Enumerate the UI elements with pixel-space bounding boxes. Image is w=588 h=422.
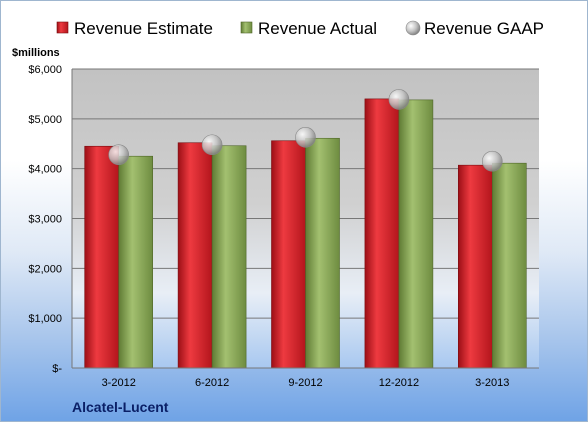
bar-revenue-estimate	[177, 142, 213, 369]
marker-revenue-gaap	[295, 126, 316, 148]
marker-revenue-gaap	[481, 150, 503, 172]
y-axis: $- $1,000 $2,000 $3,000 $4,000 $5,000 $6,000	[28, 64, 73, 375]
bar-revenue-actual	[305, 137, 340, 369]
legend: Revenue Estimate Revenue Actual Revenue GA…	[56, 19, 544, 38]
y-tick-label: $6,000	[28, 64, 62, 76]
legend-label: Revenue Estimate	[74, 19, 213, 38]
x-axis: 3-2012 6-2012 9-2012 12-2012 3-2013	[72, 367, 539, 389]
x-tick-label: 9-2012	[288, 377, 322, 389]
marker-revenue-gaap	[108, 144, 129, 166]
bar-revenue-actual	[118, 155, 153, 369]
bar-revenue-estimate	[271, 140, 306, 369]
bar-revenue-actual	[398, 99, 434, 369]
x-tick-label: 3-2012	[102, 377, 136, 389]
y-tick-label: $-	[52, 363, 62, 375]
legend-swatch	[56, 21, 69, 34]
marker-revenue-gaap	[388, 89, 410, 110]
company-label: Alcatel-Lucent	[72, 399, 169, 415]
x-tick-label: 12-2012	[379, 377, 419, 389]
y-tick-label: $5,000	[28, 114, 62, 126]
bar-revenue-estimate	[457, 164, 493, 369]
x-tick-label: 3-2013	[475, 377, 509, 389]
bar-revenue-actual	[491, 162, 527, 369]
legend-swatch	[405, 20, 421, 36]
legend-swatch	[240, 21, 253, 34]
legend-item: Revenue Estimate	[56, 19, 213, 38]
legend-label: Revenue GAAP	[424, 19, 544, 38]
y-tick-label: $3,000	[28, 214, 62, 226]
units-label: $millions	[12, 47, 60, 59]
bars	[84, 98, 527, 369]
bar-revenue-actual	[211, 145, 247, 369]
bar-revenue-estimate	[84, 145, 119, 369]
legend-item: Revenue Actual	[240, 19, 377, 38]
x-tick-label: 6-2012	[195, 377, 229, 389]
bar-revenue-estimate	[364, 98, 400, 369]
legend-item: Revenue GAAP	[405, 19, 544, 38]
legend-label: Revenue Actual	[258, 19, 377, 38]
y-tick-label: $1,000	[28, 313, 62, 325]
y-tick-label: $2,000	[28, 263, 62, 275]
gaap-markers	[108, 89, 503, 172]
marker-revenue-gaap	[201, 134, 223, 156]
y-tick-label: $4,000	[28, 164, 62, 176]
